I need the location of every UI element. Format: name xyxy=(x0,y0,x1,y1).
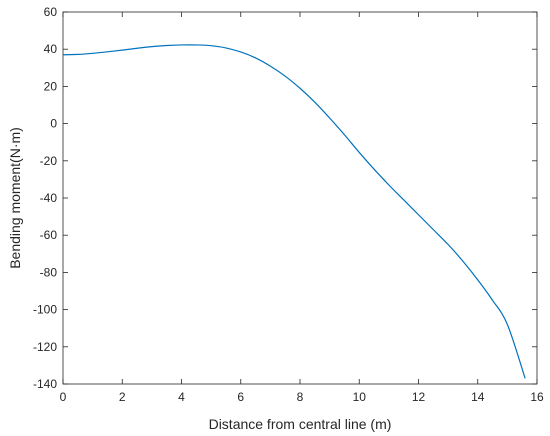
y-tick-label: 40 xyxy=(44,42,58,56)
y-tick-label: -120 xyxy=(33,340,57,354)
x-tick-label: 16 xyxy=(530,390,544,404)
series-line xyxy=(62,44,526,379)
axes-box xyxy=(62,11,538,385)
y-tick-label: 20 xyxy=(44,79,58,93)
y-tick-label: -60 xyxy=(40,228,58,242)
x-axis-ticks: 0 2 4 6 8 10 12 14 16 xyxy=(60,12,544,404)
plot-area xyxy=(62,11,538,385)
y-tick-label: -100 xyxy=(33,303,57,317)
y-tick-label: -140 xyxy=(33,377,57,391)
y-axis-label: Bending moment(N·m) xyxy=(7,127,23,269)
y-tick-label: 0 xyxy=(50,117,57,131)
y-tick-label: -20 xyxy=(40,154,58,168)
x-axis-label: Distance from central line (m) xyxy=(209,416,392,432)
y-tick-label: 60 xyxy=(44,5,58,19)
x-tick-label: 12 xyxy=(412,390,426,404)
y-axis-ticks: -140 -120 -100 -80 -60 -40 -20 0 20 40 60 xyxy=(33,5,537,391)
x-tick-label: 6 xyxy=(237,390,244,404)
y-tick-label: -80 xyxy=(40,265,58,279)
x-tick-label: 2 xyxy=(119,390,126,404)
y-tick-label: -40 xyxy=(40,191,58,205)
x-tick-label: 0 xyxy=(60,390,67,404)
x-tick-label: 8 xyxy=(297,390,304,404)
x-tick-label: 14 xyxy=(471,390,485,404)
x-tick-label: 4 xyxy=(178,390,185,404)
x-tick-label: 10 xyxy=(353,390,367,404)
